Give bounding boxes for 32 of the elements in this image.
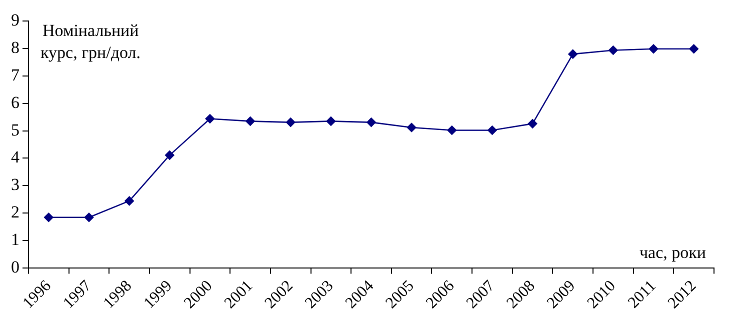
point <box>44 212 54 222</box>
point <box>528 119 538 128</box>
y-axis-title: Номінальний курс, грн/дол. <box>40 21 141 62</box>
point <box>488 126 497 135</box>
point <box>84 212 94 222</box>
point <box>366 118 376 127</box>
y-tick-label: 9 <box>11 10 20 30</box>
point <box>648 44 658 54</box>
point <box>406 122 416 132</box>
point <box>568 49 578 59</box>
y-tick-label: 4 <box>11 148 20 167</box>
x-tick-label: 2011 <box>625 277 660 312</box>
point <box>286 118 296 127</box>
y-tick-label: 2 <box>11 202 20 222</box>
x-tick-label: 2001 <box>221 277 256 312</box>
y-tick-label: 1 <box>11 230 20 249</box>
y-tick-label: 0 <box>11 257 20 276</box>
point <box>689 44 698 54</box>
y-tick-label: 8 <box>11 38 20 58</box>
y-tick-label: 3 <box>11 175 20 194</box>
point <box>447 126 457 135</box>
point <box>164 150 174 160</box>
point <box>608 46 618 55</box>
x-axis-title: час, роки <box>640 242 706 262</box>
point <box>124 196 134 206</box>
y-tick-label: 6 <box>11 92 20 112</box>
point <box>246 116 255 126</box>
point <box>205 114 215 124</box>
y-tick-label: 7 <box>11 65 20 84</box>
point <box>326 116 336 126</box>
y-tick-label: 5 <box>11 120 20 140</box>
x-tick-label: 1999 <box>140 277 176 312</box>
